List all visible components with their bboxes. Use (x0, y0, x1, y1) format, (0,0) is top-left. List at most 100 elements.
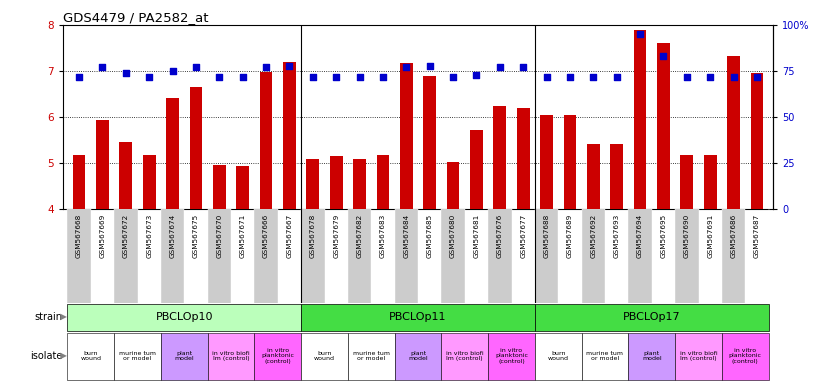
Bar (68, 333, 115, 380)
Text: GSM567676: GSM567676 (497, 214, 502, 258)
Point (681, 73, 694, 79)
Text: GSM567673: GSM567673 (146, 214, 152, 258)
Bar (751, 73, 763, 209)
Text: GSM567683: GSM567683 (380, 214, 386, 258)
Point (212, 73, 226, 79)
Point (540, 73, 553, 79)
Text: strain: strain (34, 312, 62, 322)
Text: GSM567688: GSM567688 (543, 214, 549, 258)
Bar (68, 304, 301, 331)
Text: PBCLOp17: PBCLOp17 (623, 312, 681, 322)
Text: GSM567680: GSM567680 (450, 214, 456, 258)
Text: GSM567670: GSM567670 (217, 214, 222, 258)
Bar (301, 304, 535, 331)
Point (423, 63, 436, 69)
Bar (395, 333, 441, 380)
Point (493, 64, 507, 70)
Bar (610, 144, 623, 209)
Bar (143, 155, 155, 209)
Bar (675, 333, 721, 380)
Point (750, 73, 763, 79)
Point (73, 73, 86, 79)
Bar (348, 333, 395, 380)
Bar (213, 165, 226, 209)
Bar (301, 209, 324, 303)
Bar (704, 155, 716, 209)
Bar (120, 142, 132, 209)
Text: murine tum
or model: murine tum or model (119, 351, 156, 361)
Bar (675, 209, 699, 303)
Text: GSM567689: GSM567689 (567, 214, 573, 258)
Point (259, 64, 273, 70)
Point (587, 73, 600, 79)
Text: GSM567692: GSM567692 (590, 214, 596, 258)
Text: isolate: isolate (30, 351, 62, 361)
Bar (166, 98, 179, 209)
Point (166, 68, 179, 74)
Text: GSM567695: GSM567695 (660, 214, 666, 258)
Bar (260, 72, 273, 209)
Text: plant
model: plant model (175, 351, 194, 361)
Point (353, 73, 366, 79)
Text: in vitro biofi
lm (control): in vitro biofi lm (control) (680, 351, 717, 361)
Point (610, 73, 624, 79)
Bar (535, 333, 582, 380)
Bar (441, 209, 465, 303)
Bar (721, 333, 768, 380)
Text: in vitro
planktonic
(control): in vitro planktonic (control) (261, 348, 294, 364)
Bar (254, 209, 278, 303)
Bar (517, 108, 530, 209)
Text: burn
wound: burn wound (80, 351, 101, 361)
Text: GSM567684: GSM567684 (403, 214, 410, 258)
Text: GSM567685: GSM567685 (426, 214, 433, 258)
Text: GSM567679: GSM567679 (334, 214, 339, 258)
Point (400, 64, 413, 70)
Bar (115, 209, 137, 303)
Text: plant
model: plant model (642, 351, 661, 361)
Text: GSM567672: GSM567672 (123, 214, 129, 258)
Text: GSM567687: GSM567687 (754, 214, 760, 258)
Bar (634, 30, 646, 209)
Bar (306, 159, 319, 209)
Bar (400, 63, 413, 209)
Bar (493, 106, 507, 209)
Point (119, 70, 132, 76)
Bar (115, 333, 161, 380)
Bar (629, 209, 652, 303)
Bar (535, 304, 768, 331)
Bar (423, 76, 436, 209)
Bar (470, 130, 483, 209)
Bar (73, 155, 85, 209)
Bar (237, 166, 249, 209)
Bar (301, 333, 348, 380)
Text: murine tum
or model: murine tum or model (587, 351, 624, 361)
Bar (283, 62, 296, 209)
Text: GSM567668: GSM567668 (76, 214, 82, 258)
Text: GDS4479 / PA2582_at: GDS4479 / PA2582_at (63, 11, 208, 24)
Bar (96, 121, 109, 209)
Text: plant
model: plant model (408, 351, 428, 361)
Bar (68, 209, 91, 303)
Text: in vitro
planktonic
(control): in vitro planktonic (control) (729, 348, 762, 364)
Text: GSM567681: GSM567681 (473, 214, 479, 258)
Bar (727, 56, 740, 209)
Bar (563, 115, 576, 209)
Text: GSM567690: GSM567690 (684, 214, 690, 258)
Point (376, 73, 390, 79)
Point (657, 53, 670, 60)
Text: PBCLOp10: PBCLOp10 (155, 312, 213, 322)
Point (236, 73, 249, 79)
Bar (441, 333, 488, 380)
Text: GSM567694: GSM567694 (637, 214, 643, 258)
Text: in vitro
planktonic
(control): in vitro planktonic (control) (495, 348, 528, 364)
Text: GSM567678: GSM567678 (310, 214, 316, 258)
Bar (446, 162, 460, 209)
Text: GSM567686: GSM567686 (731, 214, 737, 258)
Text: GSM567674: GSM567674 (170, 214, 176, 258)
Point (189, 64, 202, 70)
Bar (681, 155, 693, 209)
Text: burn
wound: burn wound (314, 351, 335, 361)
Point (283, 63, 296, 69)
Point (96, 64, 110, 70)
Text: GSM567666: GSM567666 (263, 214, 269, 258)
